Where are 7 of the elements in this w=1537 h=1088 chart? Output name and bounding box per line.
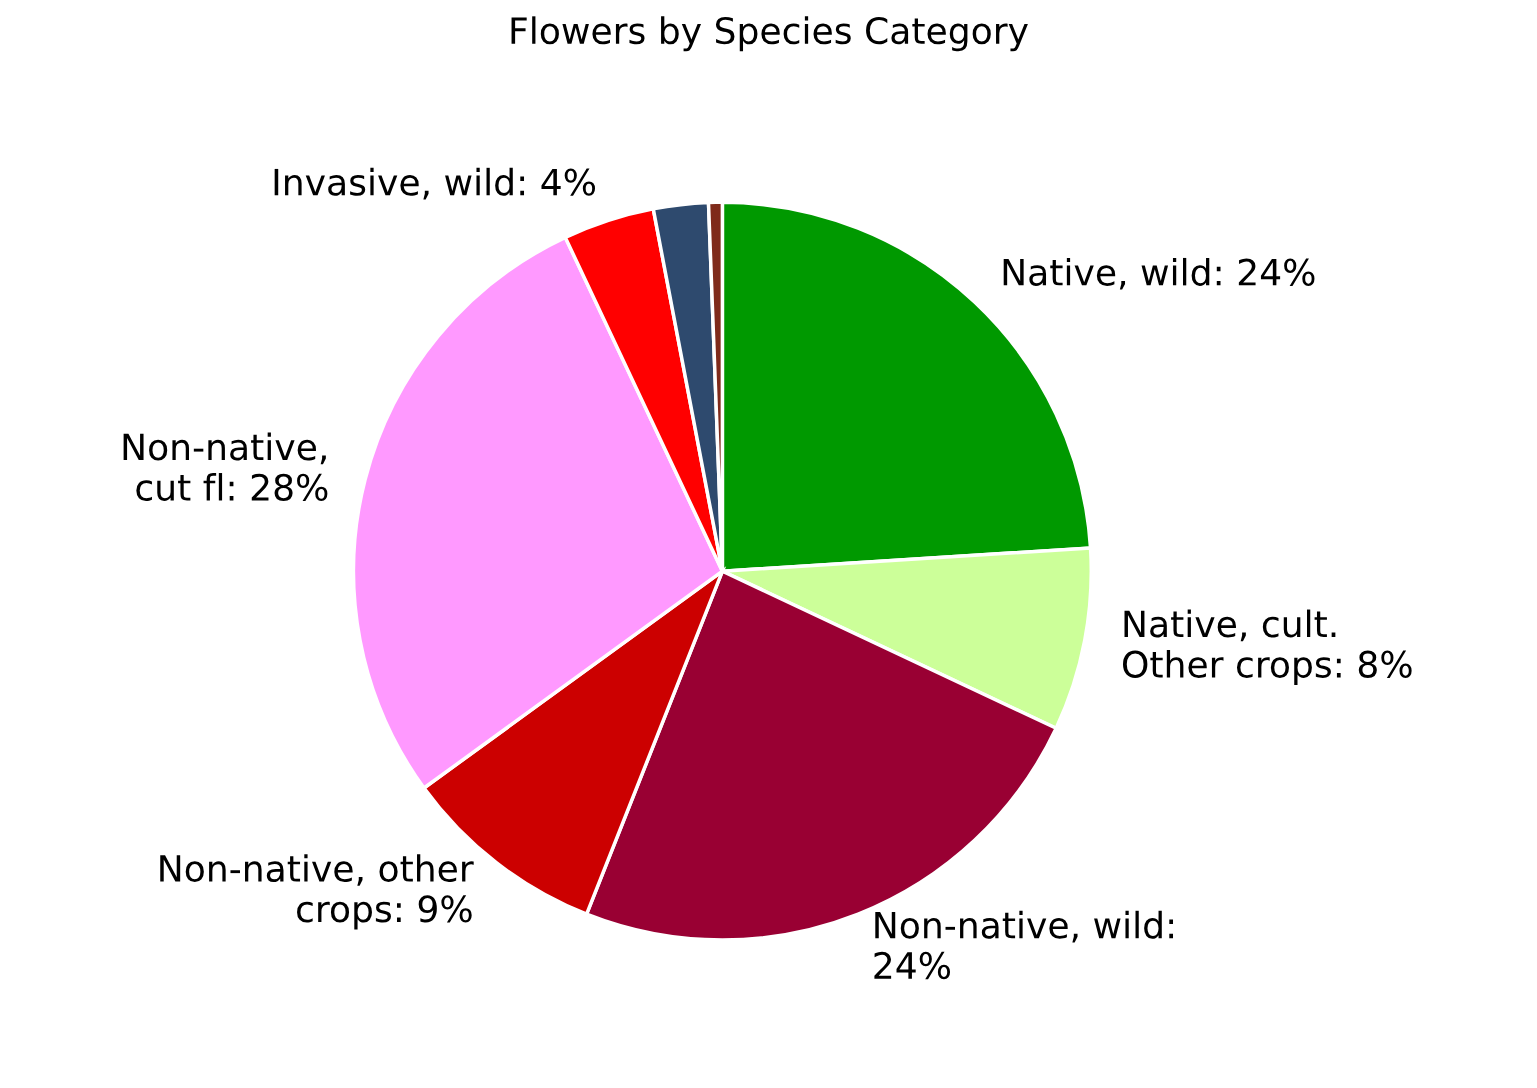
slice-label: Non-native, cut fl: 28% [123, 432, 328, 501]
chart-title: Flowers by Species Category [511, 16, 1028, 52]
slice-label: Non-native, other crops: 9% [160, 854, 474, 930]
slice-label: Invasive, wild: 4% [274, 167, 596, 200]
slice-label: Native, wild: 24% [1003, 257, 1315, 290]
slice-label: Native, cult. Other crops: 8% [1123, 609, 1412, 685]
slice-label: Non-native, wild: 24% [874, 910, 1174, 980]
